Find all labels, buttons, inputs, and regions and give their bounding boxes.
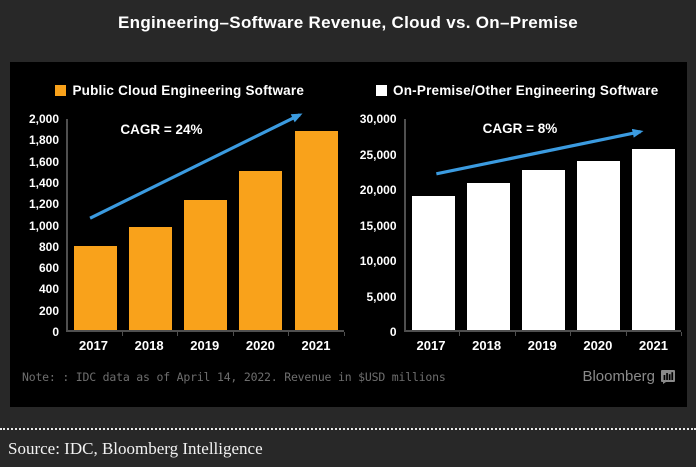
x-tick-label: 2017 bbox=[79, 337, 108, 353]
cagr-annotation: CAGR = 8% bbox=[482, 121, 558, 137]
x-tick-label: 2018 bbox=[134, 337, 164, 353]
bar-2021 bbox=[632, 148, 675, 330]
y-tick-label: 15,000 bbox=[359, 218, 397, 233]
y-tick-label: 30,000 bbox=[359, 112, 397, 126]
x-axis-tick bbox=[232, 332, 234, 336]
bar-2019 bbox=[521, 169, 565, 330]
bloomberg-wordmark: Bloomberg bbox=[582, 368, 655, 385]
y-tick-label: 400 bbox=[38, 282, 59, 297]
x-tick-label: 2017 bbox=[416, 337, 446, 353]
chart-panel: Public Cloud Engineering Software 2,000 1… bbox=[10, 62, 687, 407]
cagr-annotation: CAGR = 24% bbox=[120, 122, 203, 138]
x-tick-label: 2019 bbox=[527, 337, 557, 353]
onprem-x-axis: 2017 2018 2019 2020 2021 bbox=[404, 332, 682, 358]
source-text: Source: IDC, Bloomberg Intelligence bbox=[8, 439, 263, 458]
y-tick-label: 25,000 bbox=[359, 147, 397, 162]
title-band: Engineering–Software Revenue, Cloud vs. … bbox=[0, 0, 696, 33]
bar-2018 bbox=[129, 226, 173, 330]
x-axis-tick bbox=[625, 332, 627, 336]
bar-2020 bbox=[239, 170, 283, 330]
x-axis-tick bbox=[343, 332, 345, 336]
cloud-chart-area: 2,000 1,800 1,600 1,400 1,200 1,000 800 600 400 2… bbox=[16, 113, 344, 338]
y-tick-label: 2,000 bbox=[28, 112, 59, 126]
bar-2018 bbox=[466, 183, 510, 330]
bar-2017 bbox=[74, 245, 117, 330]
x-tick-label: 2019 bbox=[190, 337, 220, 353]
bar-2017 bbox=[411, 196, 455, 330]
cloud-legend-swatch-icon bbox=[55, 85, 67, 96]
x-axis-tick bbox=[177, 332, 178, 336]
cloud-chart: Public Cloud Engineering Software 2,000 1… bbox=[16, 62, 345, 358]
onprem-y-axis: 30,000 25,000 20,000 15,000 10,000 5,000 0 bbox=[354, 113, 404, 338]
x-axis-tick bbox=[121, 332, 123, 336]
page-title: Engineering–Software Revenue, Cloud vs. … bbox=[118, 13, 578, 32]
y-tick-label: 0 bbox=[52, 325, 59, 339]
y-tick-label: 1,600 bbox=[28, 154, 59, 169]
bar-2020 bbox=[576, 161, 620, 330]
y-tick-label: 5,000 bbox=[366, 289, 397, 304]
x-tick-label: 2018 bbox=[472, 337, 502, 353]
onprem-legend-swatch-icon bbox=[376, 85, 388, 96]
y-tick-label: 0 bbox=[389, 325, 397, 339]
y-tick-label: 1,000 bbox=[28, 218, 59, 233]
footnote: Note: : IDC data as of April 14, 2022. R… bbox=[22, 369, 446, 384]
x-axis-tick bbox=[459, 332, 460, 336]
x-axis-tick bbox=[288, 332, 289, 336]
y-tick-label: 200 bbox=[38, 303, 59, 318]
cloud-x-axis: 2017 2018 2019 2020 2021 bbox=[66, 332, 345, 358]
y-tick-label: 1,400 bbox=[28, 175, 59, 190]
x-axis-tick bbox=[514, 332, 516, 336]
x-tick-label: 2020 bbox=[583, 337, 613, 353]
y-tick-label: 600 bbox=[38, 261, 59, 276]
bar-2021 bbox=[294, 130, 338, 330]
onprem-chart-area: 30,000 25,000 20,000 15,000 10,000 5,000 0 CAG… bbox=[354, 113, 681, 338]
x-tick-label: 2021 bbox=[639, 337, 668, 353]
x-axis-tick bbox=[570, 332, 571, 336]
cloud-y-axis: 2,000 1,800 1,600 1,400 1,200 1,000 800 600 400 2… bbox=[16, 113, 66, 338]
y-tick-label: 20,000 bbox=[359, 183, 397, 198]
y-tick-label: 1,800 bbox=[28, 133, 59, 148]
onprem-chart: On-Premise/Other Engineering Software 30… bbox=[354, 62, 682, 358]
x-axis-tick bbox=[681, 332, 682, 336]
onprem-legend-label: On-Premise/Other Engineering Software bbox=[393, 83, 659, 98]
bloomberg-logo: Bloomberg bbox=[582, 368, 675, 385]
x-tick-label: 2021 bbox=[301, 337, 331, 353]
cloud-plot: CAGR = 24% bbox=[66, 113, 344, 332]
panel-footer: Note: : IDC data as of April 14, 2022. R… bbox=[10, 358, 687, 385]
x-tick-label: 2020 bbox=[245, 337, 275, 353]
bloomberg-terminal-icon bbox=[661, 369, 675, 384]
charts-row: Public Cloud Engineering Software 2,000 1… bbox=[10, 62, 687, 358]
cloud-legend-label: Public Cloud Engineering Software bbox=[72, 83, 305, 98]
cloud-legend: Public Cloud Engineering Software bbox=[16, 62, 344, 119]
bar-2019 bbox=[184, 200, 228, 330]
y-tick-label: 1,200 bbox=[28, 197, 59, 212]
onprem-legend: On-Premise/Other Engineering Software bbox=[354, 62, 682, 119]
onprem-plot: CAGR = 8% bbox=[403, 119, 681, 332]
y-tick-label: 10,000 bbox=[359, 254, 397, 269]
source-band: Source: IDC, Bloomberg Intelligence bbox=[0, 428, 696, 467]
y-tick-label: 800 bbox=[38, 239, 59, 254]
